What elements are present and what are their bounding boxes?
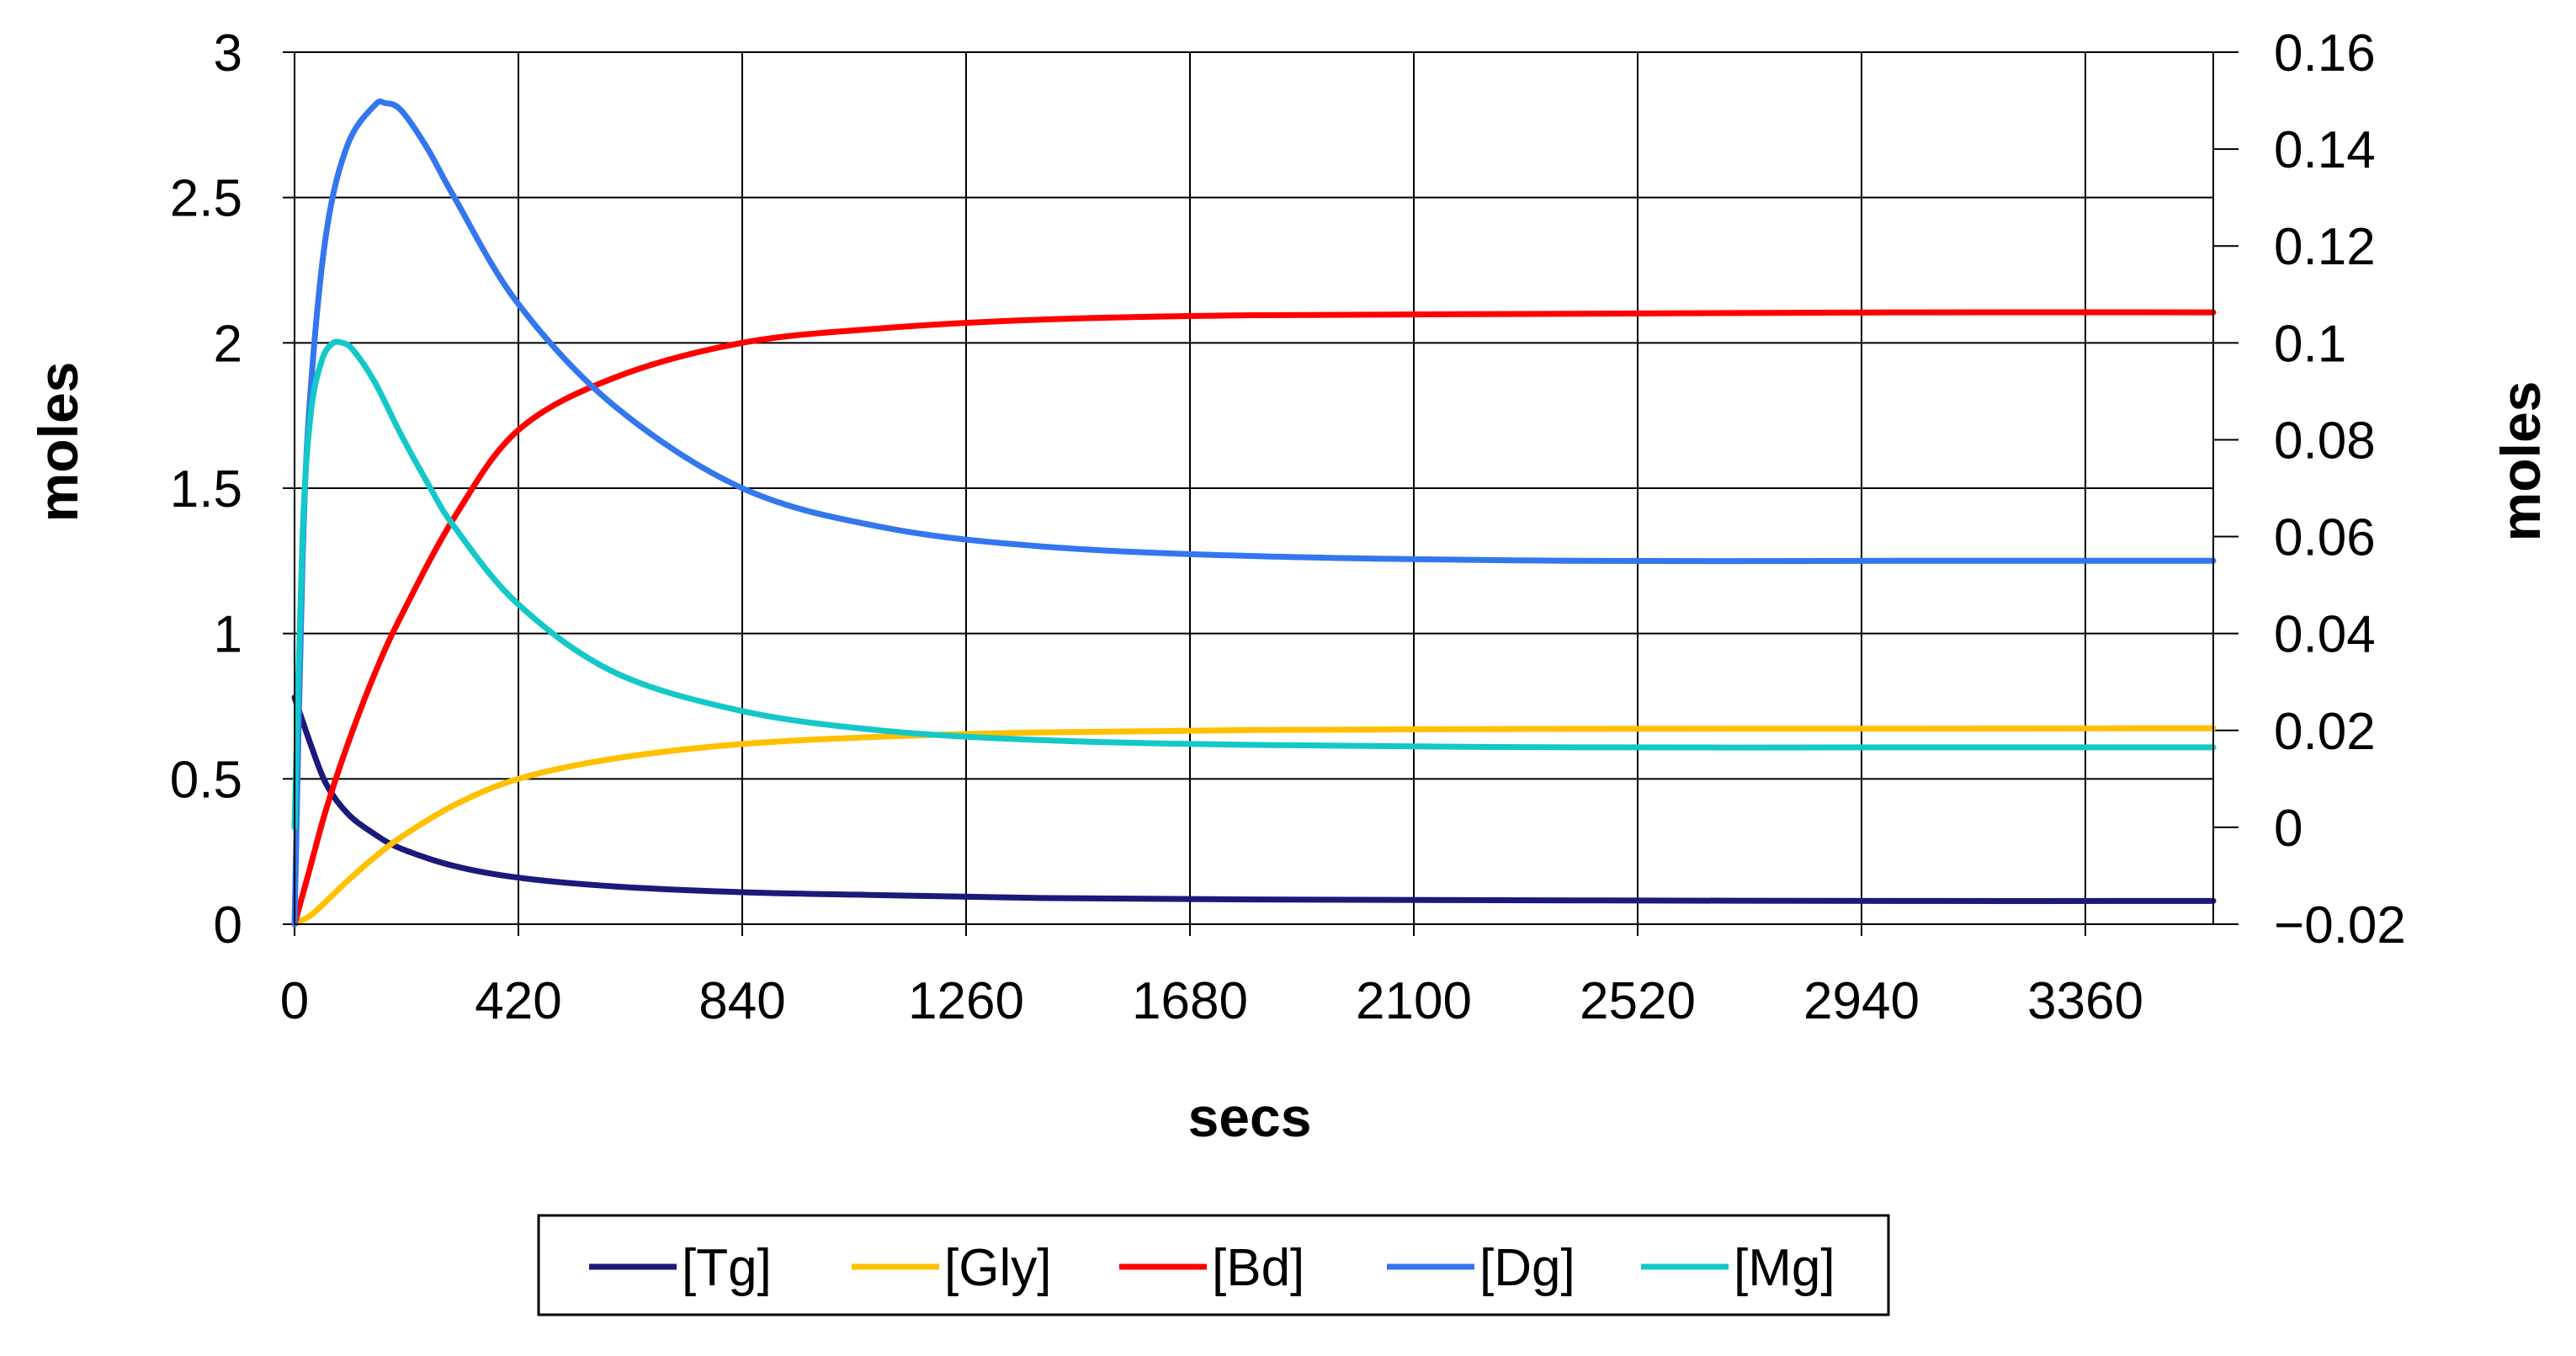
- y2-tick-label: 0.16: [2274, 24, 2376, 82]
- y2-tick-label: 0.12: [2274, 218, 2376, 276]
- y-tick-label: 2.5: [170, 170, 242, 228]
- series-line-bd: [291, 309, 2217, 928]
- y-axis-title-left: moles: [27, 362, 89, 523]
- y2-tick-label: 0.04: [2274, 606, 2376, 664]
- y-tick-label: 3: [214, 24, 242, 82]
- y-tick-label: 0.5: [170, 751, 242, 809]
- legend-label-gly: [Gly]: [944, 1239, 1051, 1297]
- x-tick-label: 420: [475, 972, 561, 1030]
- tick-labels: 0 420 840 1260 1680 2100 2520 2940 3360 0 0.5 1 1.5 2…: [170, 24, 2406, 1030]
- x-tick-label: 0: [280, 972, 309, 1030]
- x-tick-label: 2940: [1803, 972, 1920, 1030]
- legend-label-bd: [Bd]: [1212, 1239, 1304, 1297]
- series-lines: [291, 98, 2217, 928]
- x-tick-label: 840: [698, 972, 785, 1030]
- x-tick-label: 3360: [2027, 972, 2143, 1030]
- y2-tick-label: 0: [2274, 800, 2302, 858]
- y-tick-label: 1: [214, 606, 242, 664]
- y2-tick-label: 0.06: [2274, 509, 2376, 567]
- series-line-dg: [291, 98, 2217, 928]
- y-tick-label: 2: [214, 315, 242, 373]
- series-line-mg: [291, 338, 2217, 831]
- y-tick-label: 1.5: [170, 460, 242, 518]
- grid: [294, 51, 2213, 925]
- plot-frame: [294, 51, 2214, 925]
- y-axis-title-right: moles: [2489, 381, 2552, 542]
- x-tick-label: 2100: [1356, 972, 1472, 1030]
- y2-tick-label: −0.02: [2274, 896, 2406, 955]
- series-line-gly: [291, 725, 2217, 928]
- x-tick-label: 1260: [908, 972, 1024, 1030]
- legend-label-dg: [Dg]: [1479, 1239, 1575, 1297]
- legend-label-tg: [Tg]: [682, 1239, 772, 1297]
- y2-tick-label: 0.1: [2274, 315, 2346, 373]
- y2-tick-label: 0.08: [2274, 412, 2376, 470]
- tick-marks: [283, 51, 2239, 936]
- y-tick-label: 0: [214, 896, 242, 955]
- y2-tick-label: 0.14: [2274, 121, 2376, 179]
- series-line-tg: [291, 694, 2217, 904]
- legend: [Tg] [Gly] [Bd] [Dg] [Mg]: [537, 1214, 1890, 1316]
- x-tick-label: 2520: [1580, 972, 1696, 1030]
- y2-tick-label: 0.02: [2274, 703, 2376, 761]
- x-tick-label: 1680: [1132, 972, 1248, 1030]
- x-axis-title: secs: [1188, 1086, 1312, 1148]
- legend-label-mg: [Mg]: [1734, 1239, 1835, 1297]
